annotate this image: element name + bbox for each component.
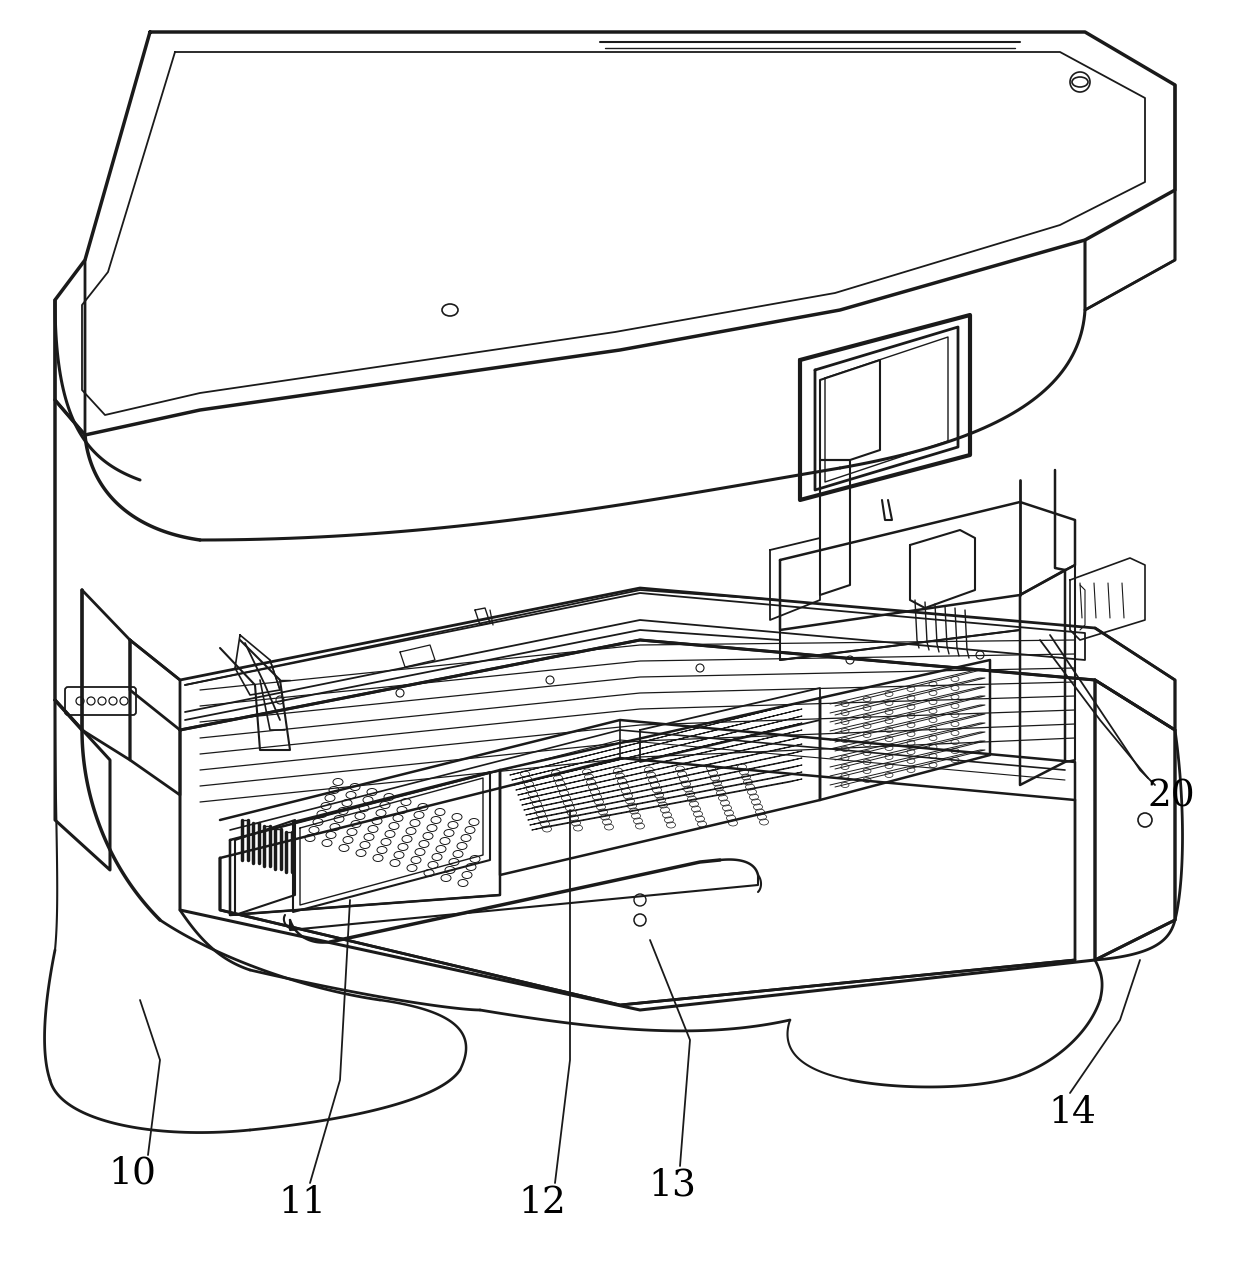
Text: 13: 13 bbox=[649, 1167, 696, 1204]
Text: 11: 11 bbox=[278, 1185, 326, 1221]
Text: 20: 20 bbox=[1148, 778, 1195, 813]
Text: 10: 10 bbox=[108, 1155, 156, 1192]
Text: 14: 14 bbox=[1048, 1095, 1096, 1131]
Text: 12: 12 bbox=[518, 1185, 565, 1221]
